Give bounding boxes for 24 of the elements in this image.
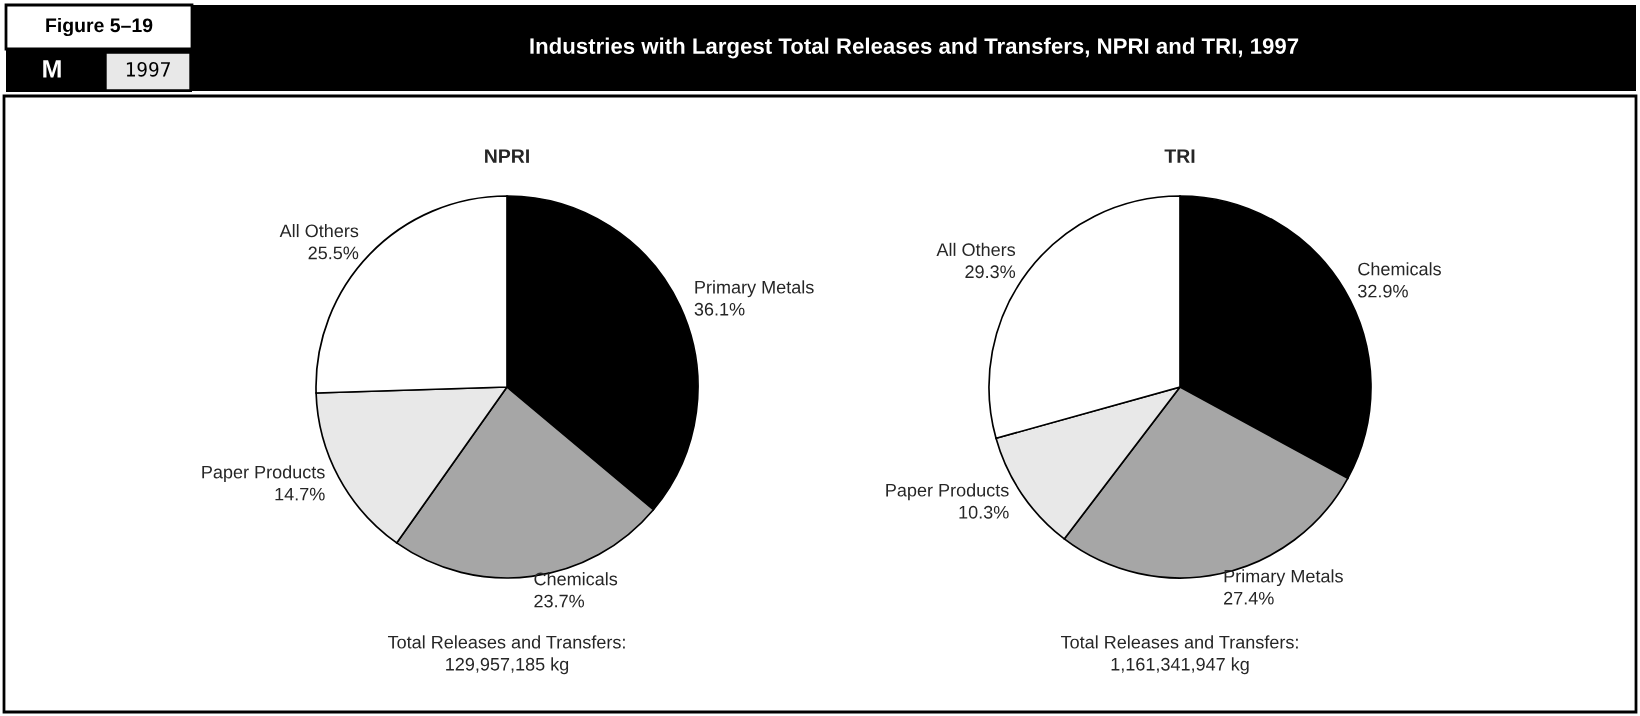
slice-label: Chemicals: [1358, 262, 1441, 276]
slice-label: All Others: [279, 224, 359, 238]
data-label: 10.3%: [959, 505, 1009, 519]
data-label: 25.5%: [308, 246, 359, 260]
slice-label: Primary Metals: [1224, 569, 1343, 587]
data-label: 14.7%: [275, 487, 325, 501]
text: 1997: [126, 61, 170, 77]
caption: Figure 5–19: [46, 17, 153, 37]
chart-title: NPRI: [485, 149, 529, 163]
chart-title: TRI: [1164, 149, 1195, 163]
text: Industries with Largest Total Releases and Transfers, NPRI and TRI, 1997: [530, 37, 1299, 59]
text: M: [43, 60, 61, 78]
data-label: 27.4%: [1224, 591, 1274, 605]
slice-label: All Others: [936, 242, 1016, 257]
slice-label: Paper Products: [202, 465, 325, 483]
slice-label: Primary Metals: [695, 280, 814, 298]
text: Total Releases and Transfers: 129,957,185 kg: [387, 635, 625, 675]
data-label: 23.7%: [534, 594, 585, 608]
text: Total Releases and Transfers: 1,161,341,947 kg: [1060, 635, 1298, 675]
slice-label: Paper Products: [886, 483, 1009, 501]
data-label: 29.3%: [965, 265, 1016, 279]
data-label: 32.9%: [1358, 284, 1408, 298]
data-label: 36.1%: [694, 302, 745, 316]
slice-label: Chemicals: [534, 572, 618, 586]
